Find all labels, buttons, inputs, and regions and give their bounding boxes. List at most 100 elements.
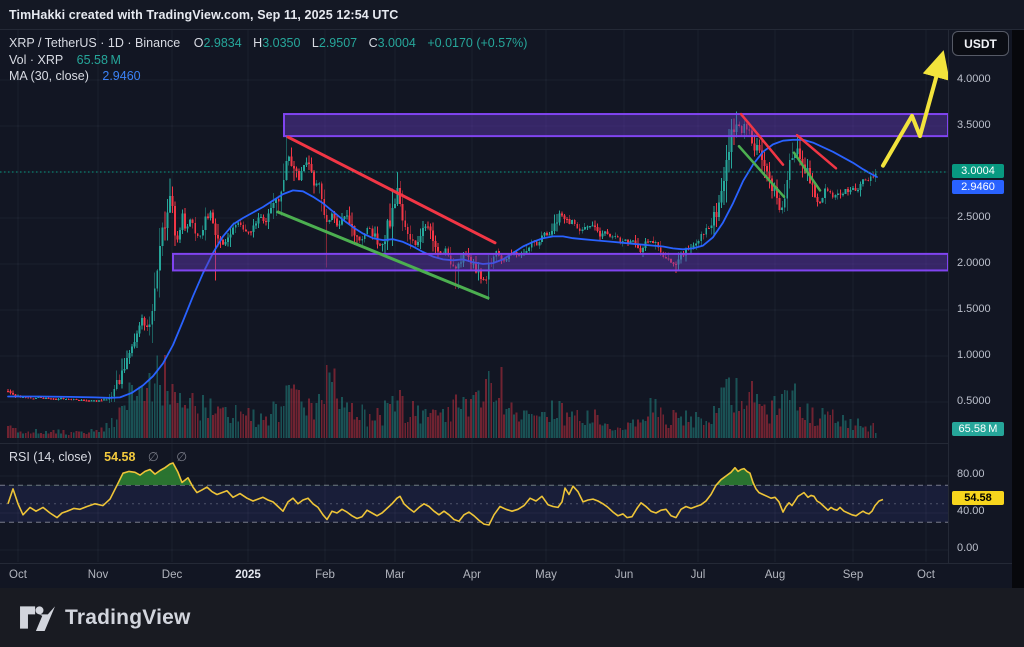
volume-bar: [723, 387, 725, 438]
candle-body: [211, 212, 214, 224]
candle-body: [748, 129, 751, 131]
price-axis-label: 2.5000: [957, 211, 991, 223]
volume-bar: [697, 416, 700, 438]
volume-bar: [386, 402, 389, 438]
candle-body: [381, 244, 384, 246]
volume-bar: [75, 431, 78, 438]
volume-bar: [219, 408, 222, 438]
main-price-pane[interactable]: [0, 30, 948, 443]
candle-body: [80, 399, 83, 401]
rsi-pane[interactable]: [0, 443, 948, 562]
volume-bar: [583, 425, 586, 438]
candle-body: [196, 233, 199, 236]
candle-body: [819, 201, 822, 203]
volume-bar: [578, 421, 581, 438]
candle-body: [275, 199, 278, 204]
volume-bar: [138, 386, 141, 438]
volume-bar: [700, 418, 703, 438]
time-axis[interactable]: Oct Nov Dec 2025 Feb Mar Apr May Jun Jul Aug Sep Oct: [0, 563, 1012, 588]
candle-body: [728, 151, 730, 161]
volume-bar: [384, 400, 386, 438]
volume-bar: [209, 398, 212, 438]
price-axis[interactable]: 4.0000 3.5000 2.5000 2.0000 1.5000 1.0000 0.50…: [948, 30, 1012, 563]
volume-bar: [62, 430, 65, 438]
candle-body: [492, 256, 495, 263]
volume-bar: [7, 425, 9, 438]
time-axis-month-label: Sep: [842, 569, 864, 581]
candle-body: [401, 204, 404, 221]
volume-bar: [599, 424, 601, 438]
volume-bar: [568, 416, 571, 438]
candle-body: [300, 170, 303, 180]
trendline-flag2-upper[interactable]: [795, 133, 838, 170]
volume-bar: [171, 383, 174, 438]
volume-bar: [649, 398, 652, 438]
price-axis-label: 0.5000: [957, 395, 991, 407]
candle-body: [176, 235, 179, 240]
candle-body: [209, 212, 212, 219]
volume-bar: [836, 421, 839, 438]
volume-bar: [439, 412, 442, 438]
candle-body: [854, 187, 857, 191]
candle-body: [27, 397, 30, 399]
volume-bar: [814, 425, 817, 438]
volume-bar: [487, 371, 490, 438]
candle-body: [409, 233, 412, 240]
volume-bar: [710, 423, 713, 438]
volume-bar: [735, 377, 738, 438]
volume-bar: [594, 409, 596, 438]
currency-toggle-button[interactable]: USDT: [952, 31, 1009, 56]
trendline-flag1-upper[interactable]: [739, 112, 785, 166]
candle-body: [864, 179, 867, 181]
candle-body: [310, 164, 313, 172]
candle-body: [290, 156, 293, 166]
candle-body: [705, 228, 708, 235]
candle-body: [783, 198, 786, 208]
trendline-major-support[interactable]: [276, 210, 490, 300]
volume-bar: [14, 427, 17, 438]
volume-bar: [42, 433, 45, 438]
volume-bar: [237, 421, 240, 438]
trendline-flag2-lower[interactable]: [792, 151, 822, 192]
volume-bar: [862, 427, 865, 438]
symbol-title: XRP / TetherUS · 1D · Binance: [9, 36, 181, 50]
candle-body: [735, 124, 738, 133]
volume-bar: [454, 394, 457, 438]
volume-bar: [497, 398, 500, 438]
candle-body: [282, 179, 285, 192]
candle-body: [707, 228, 710, 230]
volume-bar: [738, 410, 741, 438]
volume-bar: [191, 392, 194, 438]
volume-bar: [115, 419, 118, 438]
tradingview-brand[interactable]: TradingView: [0, 604, 191, 631]
candle-body: [578, 228, 581, 231]
volume-bar: [857, 418, 860, 438]
volume-bar: [12, 427, 15, 438]
candle-body: [755, 145, 758, 151]
candle-body: [857, 189, 860, 191]
volume-bar: [781, 393, 784, 438]
supply-zone[interactable]: [283, 113, 948, 138]
volume-bar: [523, 410, 526, 438]
candle-body: [867, 180, 870, 182]
volume-bar: [874, 432, 877, 438]
price-axis-badge: 3.0004: [952, 164, 1004, 178]
ma-value: 2.9460: [102, 69, 141, 83]
chart-canvas[interactable]: 4.0000 3.5000 2.5000 2.0000 1.5000 1.0000 0.50…: [0, 30, 1012, 588]
candle-body: [371, 228, 374, 237]
candle-body: [384, 241, 386, 245]
projection-arrow[interactable]: [881, 50, 948, 168]
trendline-major-resistance[interactable]: [286, 135, 497, 245]
candle-body: [766, 165, 768, 172]
volume-bar: [834, 422, 837, 438]
candle-body: [201, 230, 204, 236]
candle-body: [191, 219, 194, 223]
candle-body: [826, 188, 829, 191]
volume-value: 65.58 M: [76, 52, 121, 67]
volume-bar: [156, 355, 159, 438]
demand-zone[interactable]: [172, 252, 948, 272]
volume-bar: [819, 418, 822, 438]
trendline-flag1-lower[interactable]: [737, 144, 786, 199]
volume-bar: [659, 407, 662, 438]
candle-body: [252, 225, 255, 233]
